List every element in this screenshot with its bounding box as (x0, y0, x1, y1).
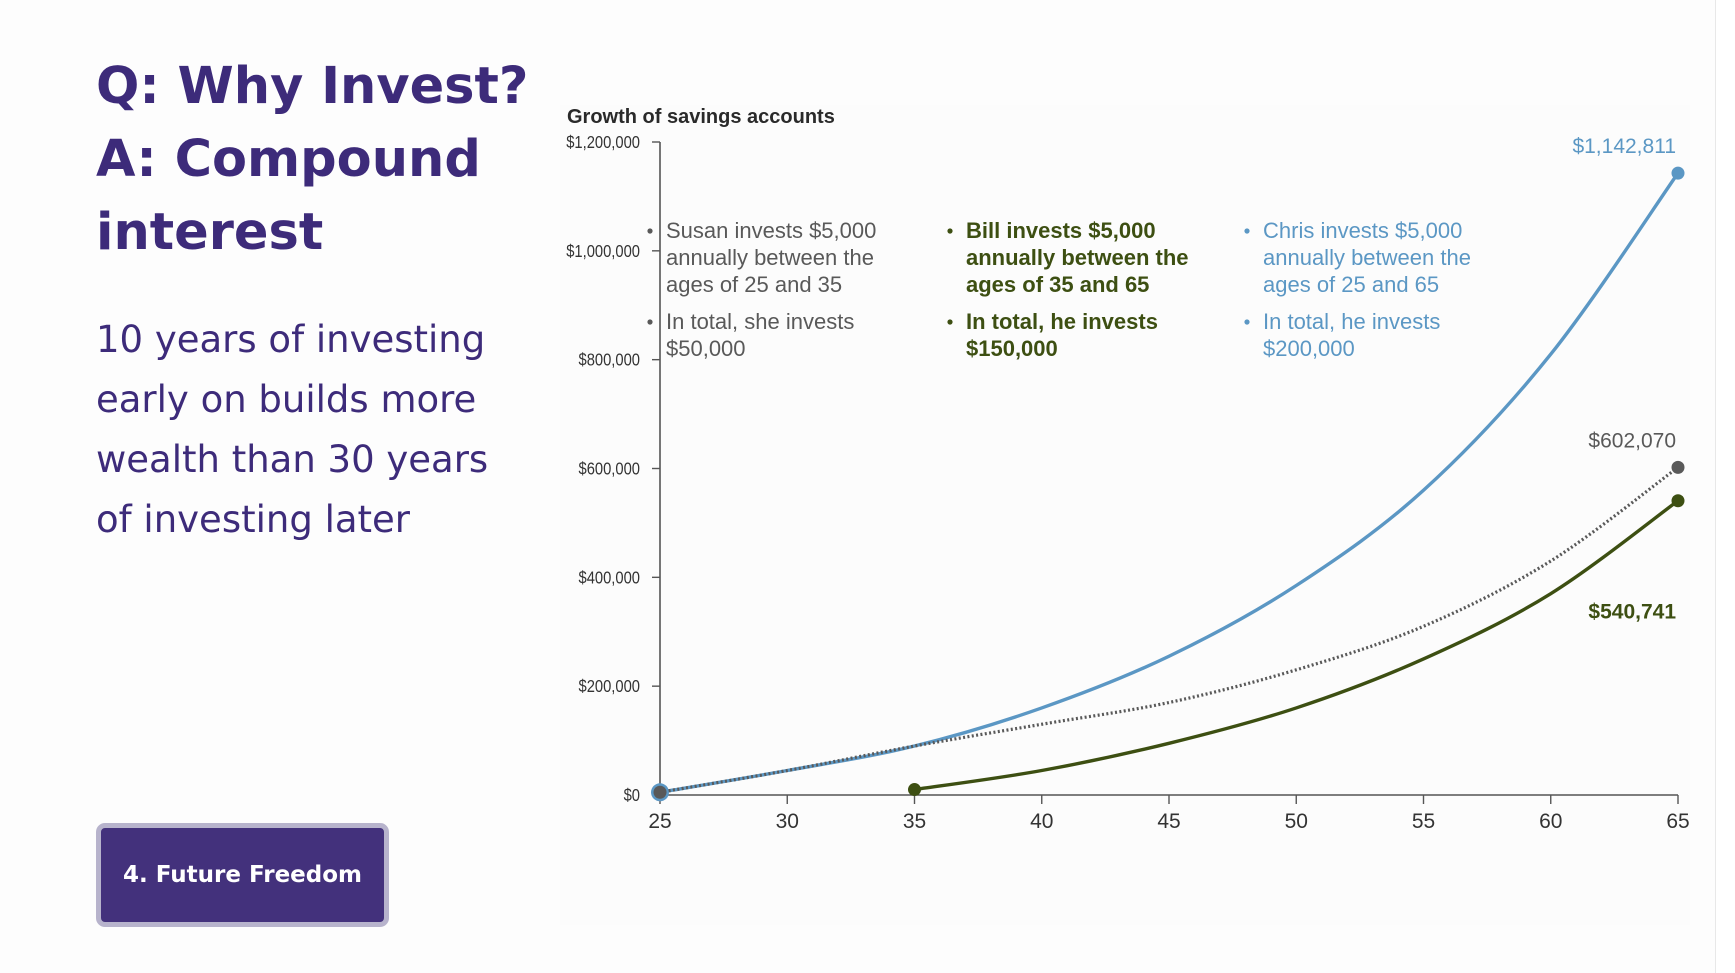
susan-end-point (1671, 460, 1685, 474)
window-edge (1715, 0, 1735, 973)
chart-axes: $0 $200,000 $400,000 $600,000 $800,000 $1,000… (566, 133, 1689, 833)
susan-end-label: $602,070 (1588, 429, 1676, 452)
annotation-line: In total, she invests (666, 309, 854, 334)
x-tick-label: 55 (1412, 810, 1435, 833)
chart-panel: Growth of savings accounts $0 $200,000 $40… (560, 105, 1690, 925)
chris-end-label: $1,142,811 (1572, 135, 1676, 158)
y-tick-label: $200,000 (579, 677, 640, 697)
slide-title: Q: Why Invest? A: Compound interest (96, 50, 536, 269)
annotation-line: annually between the (966, 245, 1189, 270)
bullet-dot (947, 228, 953, 234)
bullet-dot (647, 319, 653, 325)
x-tick-label: 30 (776, 810, 799, 833)
y-tick-label: $400,000 (579, 568, 640, 588)
body-line: early on builds more (96, 378, 477, 421)
chart-title: Growth of savings accounts (567, 106, 835, 128)
annotation-line: ages of 35 and 65 (966, 272, 1149, 297)
bill-end-label: $540,741 (1588, 601, 1676, 624)
body-line: wealth than 30 years (96, 438, 489, 481)
x-tick-label: 40 (1030, 810, 1053, 833)
susan-start-point (653, 785, 667, 799)
bullet-dot (647, 228, 653, 234)
x-tick-label: 60 (1539, 810, 1562, 833)
annotation-line: ages of 25 and 35 (666, 272, 842, 297)
bullet-dot (1244, 228, 1250, 234)
y-tick-label: $0 (624, 786, 640, 806)
x-tick-label: 25 (648, 810, 671, 833)
annotation-line: In total, he invests (1263, 309, 1440, 334)
annotation-line: annually between the (666, 245, 874, 270)
x-tick-label: 65 (1666, 810, 1689, 833)
savings-growth-chart: Growth of savings accounts $0 $200,000 $40… (566, 106, 1689, 833)
bill-start-point (908, 783, 921, 797)
body-line: of investing later (96, 498, 411, 541)
title-line: A: Compound (96, 130, 481, 189)
title-line: Q: Why Invest? (96, 57, 529, 116)
y-tick-label: $600,000 (579, 459, 640, 479)
annotation-line: In total, he invests (966, 309, 1158, 334)
annotation-line: $50,000 (666, 336, 746, 361)
annotation-line: $150,000 (966, 336, 1058, 361)
bill-line (914, 499, 1680, 792)
future-freedom-button[interactable]: 4. Future Freedom (96, 823, 389, 927)
body-line: 10 years of investing (96, 318, 486, 361)
bullet-dot (947, 319, 953, 325)
y-tick-label: $800,000 (579, 350, 640, 370)
y-tick-label: $1,200,000 (566, 133, 640, 153)
annotation-line: Chris invests $5,000 (1263, 218, 1462, 243)
annotation-line: Susan invests $5,000 (666, 218, 876, 243)
x-tick-label: 50 (1285, 810, 1308, 833)
chris-end-point (1671, 166, 1685, 180)
y-tick-label: $1,000,000 (566, 242, 640, 262)
x-tick-label: 45 (1157, 810, 1180, 833)
chart-series: $1,142,811 $602,070 $540,741 (651, 135, 1685, 802)
annotation-line: Bill invests $5,000 (966, 218, 1156, 243)
bullet-dot (1244, 319, 1250, 325)
title-line: interest (96, 203, 324, 262)
annotation-line: ages of 25 and 65 (1263, 272, 1439, 297)
annotation-line: annually between the (1263, 245, 1471, 270)
bill-end-point (1671, 494, 1685, 508)
x-tick-label: 35 (903, 810, 926, 833)
annotation-line: $200,000 (1263, 336, 1355, 361)
slide-body-text: 10 years of investing early on builds mo… (96, 310, 536, 550)
